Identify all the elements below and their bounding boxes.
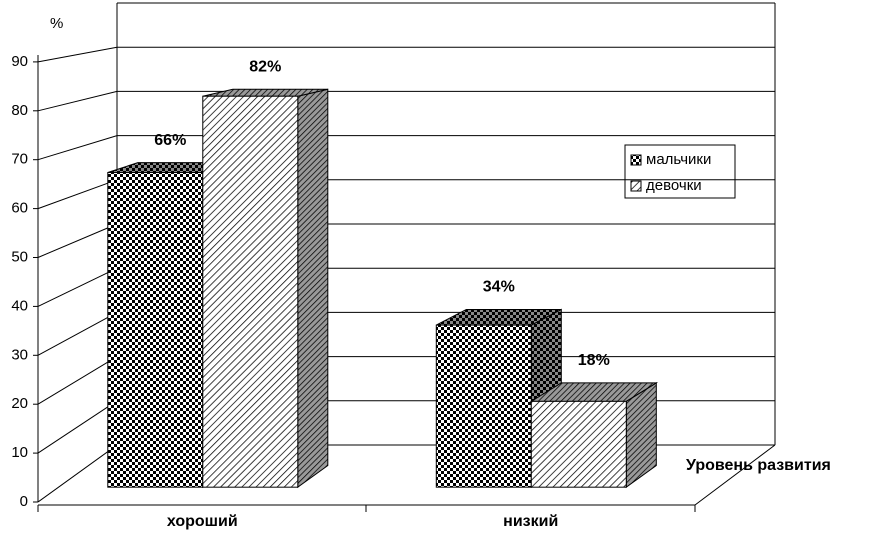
grid-line — [37, 223, 118, 258]
bar — [107, 172, 204, 488]
grid-line — [37, 46, 118, 63]
y-tick-label: 40 — [11, 297, 28, 314]
bar — [530, 400, 627, 488]
y-tick-label: 80 — [11, 102, 28, 119]
bar-side — [297, 88, 329, 489]
value-label: 82% — [249, 58, 281, 75]
x-axis-title: Уровень развития — [686, 457, 831, 474]
y-tick-label: 90 — [11, 53, 28, 70]
value-label: 66% — [154, 132, 186, 149]
y-tick-label: 60 — [11, 200, 28, 217]
legend-label: мальчики — [646, 151, 711, 168]
x-tick-label: низкий — [503, 513, 558, 530]
y-tick-label: 0 — [20, 493, 28, 510]
legend-label: девочки — [646, 177, 702, 194]
y-tick-label: 30 — [11, 346, 28, 363]
legend — [624, 144, 736, 199]
grid-line — [37, 356, 118, 405]
bar — [202, 95, 299, 488]
x-tick-label: хороший — [167, 513, 238, 530]
y-tick-label: 10 — [11, 444, 28, 461]
grid-line — [37, 179, 118, 210]
y-tick-label: 20 — [11, 395, 28, 412]
y-tick-label: 50 — [11, 248, 28, 265]
legend-swatch — [630, 154, 642, 166]
y-tick-label: 70 — [11, 151, 28, 168]
bar — [435, 324, 532, 488]
grid-line — [37, 444, 118, 503]
grid-line — [37, 311, 118, 356]
grid-line — [37, 135, 118, 161]
grid-line — [37, 267, 118, 307]
legend-swatch — [630, 180, 642, 192]
value-label: 34% — [483, 279, 515, 296]
grid-line — [37, 400, 118, 454]
grid-line — [37, 90, 118, 112]
y-axis-title: % — [50, 15, 63, 32]
value-label: 18% — [578, 352, 610, 369]
